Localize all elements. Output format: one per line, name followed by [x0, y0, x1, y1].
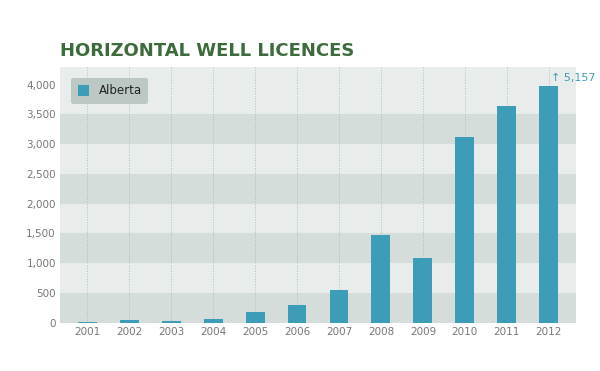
Bar: [60, 144, 576, 174]
Bar: [329, 290, 349, 323]
Bar: [203, 319, 223, 323]
Text: HORIZONTAL WELL LICENCES: HORIZONTAL WELL LICENCES: [60, 42, 355, 60]
Bar: [162, 321, 181, 323]
Bar: [120, 320, 139, 323]
Legend: Alberta: Alberta: [71, 78, 148, 104]
Bar: [287, 305, 307, 323]
Bar: [413, 257, 433, 323]
Bar: [497, 106, 516, 323]
Bar: [60, 85, 576, 114]
Bar: [60, 293, 576, 323]
Bar: [60, 114, 576, 144]
Bar: [539, 86, 558, 323]
Text: ↑ 5,157: ↑ 5,157: [551, 73, 595, 83]
Bar: [60, 263, 576, 293]
Bar: [78, 322, 97, 323]
Bar: [455, 137, 474, 323]
Bar: [60, 174, 576, 204]
Bar: [60, 233, 576, 263]
Bar: [245, 312, 265, 323]
Bar: [60, 204, 576, 233]
Bar: [371, 235, 391, 323]
